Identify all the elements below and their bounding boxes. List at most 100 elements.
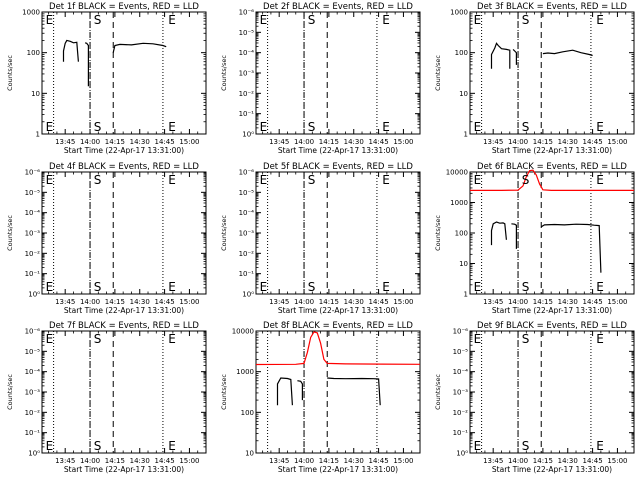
y-tick-label: 10⁻⁶ xyxy=(25,169,41,177)
x-tick-label: 13:45 xyxy=(483,138,503,146)
series-line-2 xyxy=(84,42,90,87)
marker-top: E xyxy=(168,173,176,187)
marker-top: S xyxy=(94,173,102,187)
marker-top: E xyxy=(382,173,390,187)
marker-top: E xyxy=(382,13,390,27)
x-tick-label: 14:00 xyxy=(80,457,100,465)
panel-4: Det 4f BLACK = Events, RED = LLD 10⁰ 10⁻¹ 1… xyxy=(6,162,207,315)
y-tick-label: 100 xyxy=(455,49,468,57)
marker-top: S xyxy=(94,13,102,27)
marker-top: E xyxy=(260,173,268,187)
y-axis-label: Counts/sec xyxy=(220,215,228,251)
marker-bottom: E xyxy=(168,439,176,453)
panel-9: Det 9f BLACK = Events, RED = LLD 10⁰ 10⁻¹ 1… xyxy=(434,321,635,474)
series-line-4 xyxy=(540,223,602,273)
marker-bottom: E xyxy=(46,280,54,294)
x-tick-label: 14:00 xyxy=(294,457,314,465)
panel-title: Det 3f BLACK = Events, RED = LLD xyxy=(477,2,627,12)
x-tick-label: 14:00 xyxy=(80,298,100,306)
x-axis-label: Start Time (22-Apr-17 13:31:00) xyxy=(278,306,398,315)
x-tick-label: 13:45 xyxy=(269,457,289,465)
y-tick-label: 1 xyxy=(464,291,468,299)
marker-top: E xyxy=(474,173,482,187)
panel-3: Det 3f BLACK = Events, RED = LLD 1 10 100 10… xyxy=(434,2,635,155)
plot-frame xyxy=(41,11,207,135)
marker-top: S xyxy=(94,332,102,346)
marker-bottom: S xyxy=(522,120,530,134)
series-line-3 xyxy=(112,42,167,53)
marker-top: E xyxy=(168,332,176,346)
x-tick-label: 13:45 xyxy=(483,298,503,306)
marker-top: S xyxy=(522,13,530,27)
marker-bottom: E xyxy=(168,120,176,134)
panel-title: Det 8f BLACK = Events, RED = LLD xyxy=(263,321,413,331)
panel-2: Det 2f BLACK = Events, RED = LLD 10⁰ 10⁻¹ 1… xyxy=(220,2,421,155)
series-line-3 xyxy=(542,49,593,57)
plot-frame xyxy=(41,171,207,295)
x-tick-label: 14:15 xyxy=(533,457,553,465)
x-tick-label: 15:00 xyxy=(179,457,199,465)
x-tick-label: 13:45 xyxy=(269,298,289,306)
y-tick-label: 10⁰ xyxy=(456,450,468,458)
y-tick-label: 1000 xyxy=(22,9,40,17)
y-tick-label: 1 xyxy=(36,131,40,139)
marker-bottom: E xyxy=(168,280,176,294)
x-tick-label: 14:45 xyxy=(154,298,174,306)
y-tick-label: 10⁻¹ xyxy=(453,429,469,437)
x-tick-label: 13:45 xyxy=(55,298,75,306)
y-tick-label: 10 xyxy=(459,90,468,98)
marker-top: E xyxy=(46,173,54,187)
series-line-2 xyxy=(512,48,518,65)
x-tick-label: 14:00 xyxy=(508,298,528,306)
x-tick-label: 14:45 xyxy=(368,138,388,146)
y-tick-label: 10⁻⁵ xyxy=(25,348,41,356)
x-tick-label: 14:45 xyxy=(582,298,602,306)
y-tick-label: 10⁻⁴ xyxy=(239,209,255,217)
y-tick-label: 10000 xyxy=(232,328,254,336)
y-tick-label: 10⁻³ xyxy=(25,230,41,238)
marker-top: S xyxy=(308,13,316,27)
marker-bottom: E xyxy=(382,280,390,294)
x-tick-label: 13:45 xyxy=(483,457,503,465)
y-tick-label: 10⁻³ xyxy=(239,230,255,238)
x-tick-label: 13:45 xyxy=(269,138,289,146)
marker-bottom: E xyxy=(474,120,482,134)
series-line-2 xyxy=(490,221,507,246)
y-tick-label: 1000 xyxy=(236,368,254,376)
marker-bottom: S xyxy=(94,439,102,453)
x-axis-label: Start Time (22-Apr-17 13:31:00) xyxy=(64,465,184,474)
marker-top: E xyxy=(474,13,482,27)
marker-bottom: S xyxy=(94,120,102,134)
plot-frame xyxy=(255,171,421,295)
y-tick-label: 10⁰ xyxy=(242,131,254,139)
x-tick-label: 14:30 xyxy=(558,457,578,465)
y-tick-label: 10⁻³ xyxy=(25,389,41,397)
marker-bottom: S xyxy=(94,280,102,294)
y-tick-label: 10⁻⁴ xyxy=(453,368,469,376)
x-tick-label: 15:00 xyxy=(607,457,627,465)
y-tick-label: 10000 xyxy=(446,169,468,177)
marker-bottom: E xyxy=(46,120,54,134)
series-line-1 xyxy=(62,39,79,62)
marker-bottom: E xyxy=(382,120,390,134)
x-tick-label: 14:15 xyxy=(319,457,339,465)
x-axis-label: Start Time (22-Apr-17 13:31:00) xyxy=(278,146,398,155)
x-tick-label: 14:00 xyxy=(294,298,314,306)
y-tick-label: 10 xyxy=(31,90,40,98)
panel-title: Det 2f BLACK = Events, RED = LLD xyxy=(263,2,413,12)
marker-bottom: E xyxy=(474,439,482,453)
y-tick-label: 1000 xyxy=(450,199,468,207)
marker-bottom: E xyxy=(474,280,482,294)
x-tick-label: 14:45 xyxy=(154,138,174,146)
y-tick-label: 10⁻² xyxy=(25,250,41,258)
marker-top: S xyxy=(308,173,316,187)
panel-title: Det 1f BLACK = Events, RED = LLD xyxy=(49,2,199,12)
y-tick-label: 10⁻⁶ xyxy=(239,169,255,177)
y-axis-label: Counts/sec xyxy=(434,55,442,91)
x-tick-label: 14:30 xyxy=(344,457,364,465)
x-tick-label: 14:30 xyxy=(558,138,578,146)
x-tick-label: 14:45 xyxy=(368,457,388,465)
y-axis-label: Counts/sec xyxy=(434,374,442,410)
marker-top: E xyxy=(260,13,268,27)
